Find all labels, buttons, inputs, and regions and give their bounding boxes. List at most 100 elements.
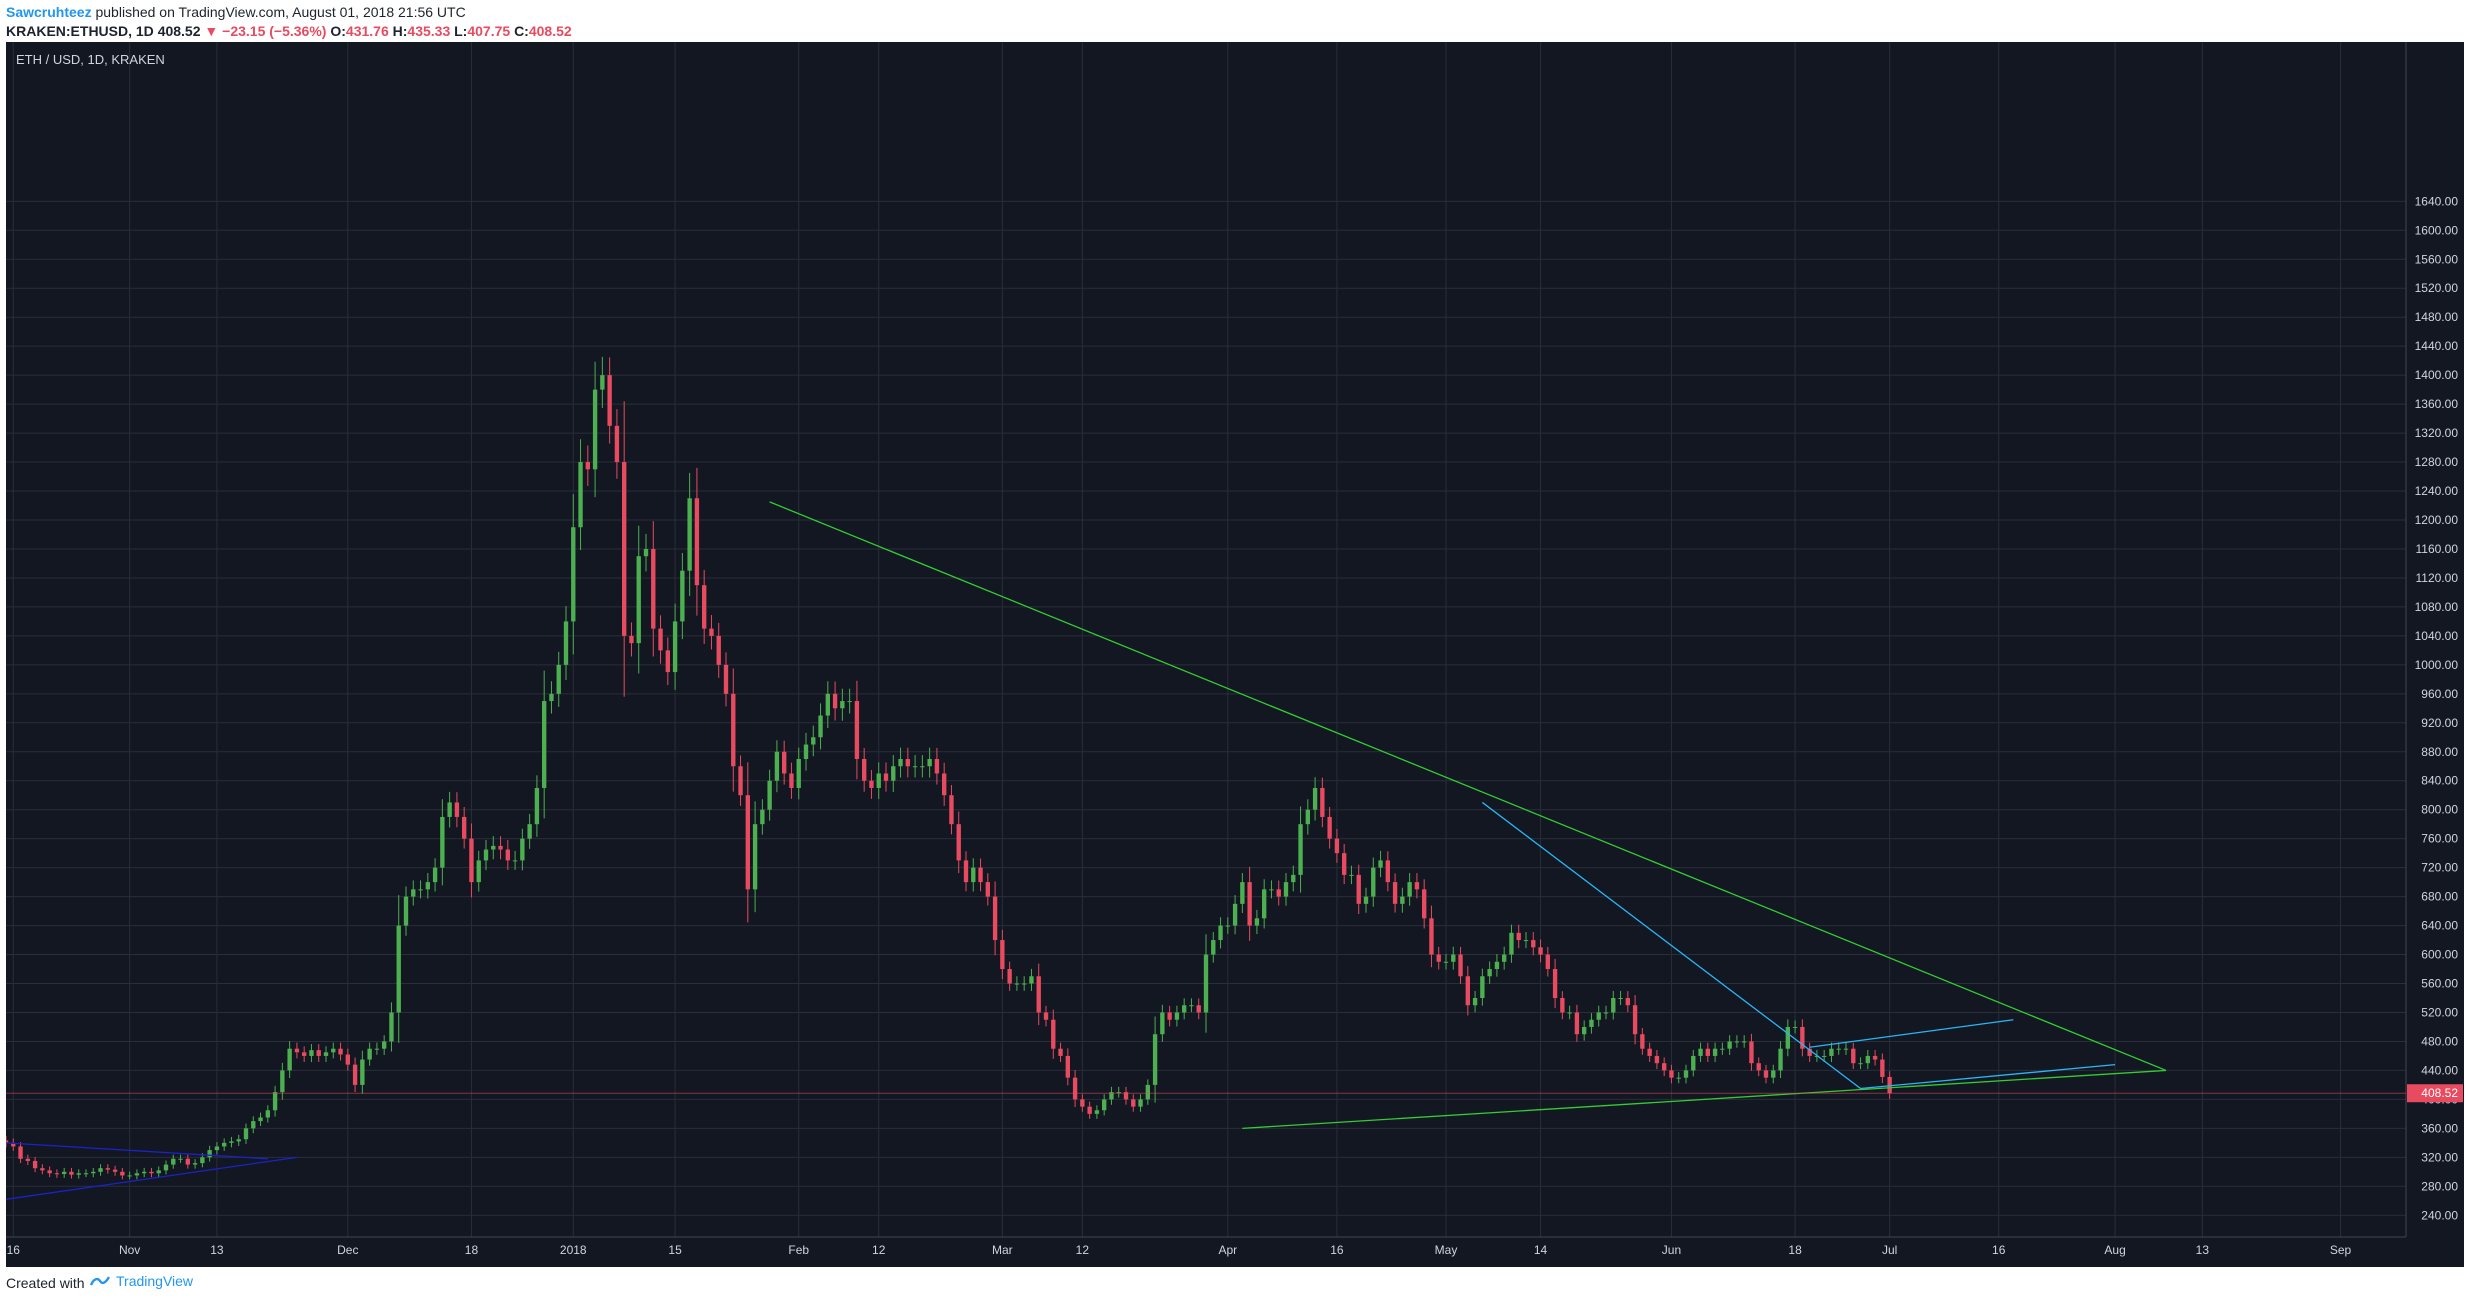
x-tick-label: May xyxy=(1435,1243,1458,1257)
candle-body xyxy=(731,693,736,767)
candle-body xyxy=(571,527,576,622)
candle-body xyxy=(338,1048,343,1055)
candle-body xyxy=(91,1171,96,1174)
candle-body xyxy=(243,1128,249,1140)
candle-body xyxy=(76,1173,81,1175)
candle-body xyxy=(163,1164,169,1171)
close-label: C: xyxy=(514,23,529,39)
candle-body xyxy=(1676,1077,1681,1079)
candle-body xyxy=(207,1150,212,1158)
candle-body xyxy=(1094,1110,1100,1114)
tradingview-brand[interactable]: TradingView xyxy=(90,1273,193,1289)
low-value: 407.75 xyxy=(467,23,511,39)
candle-body xyxy=(687,498,692,571)
candle-body xyxy=(738,766,743,796)
candle-body xyxy=(374,1048,380,1050)
candle-body xyxy=(98,1168,103,1172)
chart-container[interactable]: 240.00280.00320.00360.00400.00440.00480.… xyxy=(6,42,2464,1267)
candle-body xyxy=(803,744,809,759)
y-tick-label: 1080.00 xyxy=(2415,600,2459,614)
candle-body xyxy=(745,795,750,890)
candle-body xyxy=(40,1168,45,1171)
candle-body xyxy=(1320,787,1325,817)
candle-body xyxy=(1800,1026,1805,1049)
candle-body xyxy=(1247,882,1252,926)
y-tick-label: 1040.00 xyxy=(2415,629,2459,643)
y-tick-label: 1640.00 xyxy=(2415,194,2459,208)
candle-body xyxy=(382,1041,387,1049)
candle-body xyxy=(622,462,627,636)
candlestick-chart[interactable]: 240.00280.00320.00360.00400.00440.00480.… xyxy=(6,42,2464,1267)
x-tick-label: 16 xyxy=(1330,1243,1344,1257)
candle-body xyxy=(1334,838,1340,854)
candle-body xyxy=(1443,961,1449,963)
candle-body xyxy=(796,759,801,788)
y-tick-label: 280.00 xyxy=(2421,1179,2458,1193)
candle-body xyxy=(1189,1005,1194,1007)
candle-body xyxy=(592,389,598,470)
candle-body xyxy=(149,1171,154,1174)
candle-body xyxy=(1523,940,1529,942)
candle-body xyxy=(1494,961,1500,970)
candle-body xyxy=(345,1054,350,1065)
y-tick-label: 560.00 xyxy=(2421,977,2458,991)
candle-body xyxy=(1291,874,1296,883)
candles xyxy=(6,356,1892,1180)
candle-body xyxy=(1749,1041,1754,1064)
x-tick-label: Nov xyxy=(119,1243,140,1257)
candle-body xyxy=(1422,889,1427,919)
x-tick-label: 18 xyxy=(1788,1243,1802,1257)
candle-body xyxy=(542,701,547,788)
candle-body xyxy=(1567,1012,1572,1014)
trendlines[interactable] xyxy=(6,501,2167,1200)
x-tick-label: 12 xyxy=(1076,1243,1090,1257)
candle-body xyxy=(782,751,787,774)
candle-body xyxy=(1778,1048,1783,1071)
trendline xyxy=(1809,1019,2014,1048)
candle-body xyxy=(1880,1059,1885,1077)
candle-body xyxy=(1109,1092,1114,1100)
candle-body xyxy=(1400,896,1405,904)
candle-body xyxy=(1814,1055,1820,1057)
candle-body xyxy=(1036,976,1041,1013)
y-tick-label: 1160.00 xyxy=(2416,542,2459,556)
chart-background xyxy=(6,42,2464,1267)
candle-body xyxy=(418,889,423,891)
candle-body xyxy=(1756,1063,1761,1071)
publish-info: published on TradingView.com, August 01,… xyxy=(91,4,466,20)
candle-body xyxy=(11,1142,16,1147)
candle-body xyxy=(832,693,838,709)
candle-body xyxy=(512,860,518,862)
candle-body xyxy=(811,737,816,745)
candle-body xyxy=(1727,1041,1732,1049)
candle-body xyxy=(127,1175,132,1177)
candle-body xyxy=(1843,1048,1849,1050)
y-tick-label: 840.00 xyxy=(2421,774,2458,788)
candle-body xyxy=(1342,853,1347,875)
candle-body xyxy=(265,1110,270,1118)
candle-body xyxy=(520,838,525,861)
candle-body xyxy=(1131,1099,1136,1107)
candle-body xyxy=(963,860,969,883)
candle-body xyxy=(1669,1070,1674,1078)
candle-body xyxy=(934,759,940,774)
candle-body xyxy=(120,1171,125,1176)
candle-body xyxy=(491,845,496,850)
candle-body xyxy=(1356,874,1361,904)
candle-body xyxy=(1509,932,1514,955)
candle-body xyxy=(1116,1092,1121,1094)
brand-text: TradingView xyxy=(116,1273,194,1289)
candle-body xyxy=(1487,969,1492,977)
candle-body xyxy=(69,1171,74,1175)
candle-body xyxy=(105,1168,110,1170)
candle-body xyxy=(1807,1048,1812,1056)
candle-body xyxy=(1865,1055,1870,1064)
candle-body xyxy=(1596,1012,1601,1020)
x-tick-label: 16 xyxy=(7,1243,21,1257)
author-link[interactable]: Sawcruhteez xyxy=(6,4,92,20)
candle-body xyxy=(389,1012,394,1042)
y-tick-label: 520.00 xyxy=(2421,1005,2458,1019)
y-tick-label: 640.00 xyxy=(2421,919,2458,933)
candle-body xyxy=(1371,867,1376,897)
candle-body xyxy=(956,824,961,861)
